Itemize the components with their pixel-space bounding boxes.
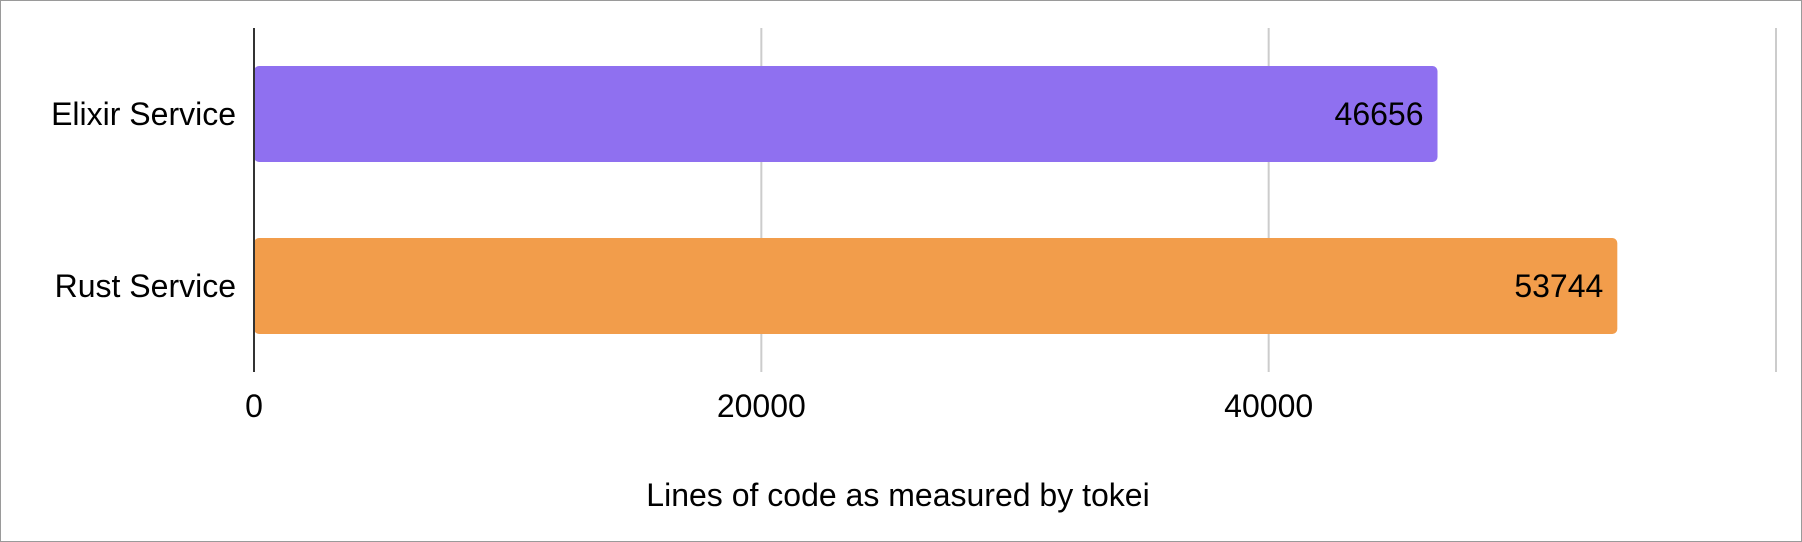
x-tick-label: 0 — [245, 388, 263, 424]
category-label: Rust Service — [55, 268, 236, 304]
bar-rust-service — [254, 238, 1618, 334]
x-axis-label: Lines of code as measured by tokei — [646, 477, 1149, 513]
data-label: 53744 — [1514, 268, 1603, 304]
x-tick-label: 40000 — [1224, 388, 1313, 424]
bars — [254, 66, 1618, 334]
bar-elixir-service — [254, 66, 1438, 162]
category-labels: Elixir Service Rust Service — [51, 96, 236, 304]
data-labels: 46656 53744 — [1335, 96, 1604, 304]
data-label: 46656 — [1335, 96, 1424, 132]
category-label: Elixir Service — [51, 96, 236, 132]
x-tick-label: 20000 — [717, 388, 806, 424]
x-tick-labels: 0 20000 40000 — [245, 388, 1313, 424]
